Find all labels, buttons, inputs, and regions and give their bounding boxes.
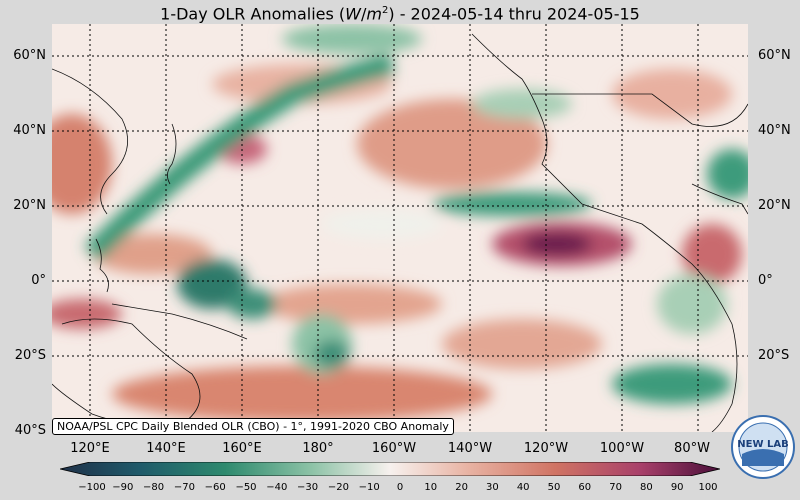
lat-label-left: 40°S — [14, 423, 46, 438]
colorbar-tick-label: 50 — [547, 482, 561, 493]
lat-label-right: 20°S — [758, 348, 790, 363]
lon-label: 140°W — [447, 441, 493, 456]
colorbar-tick-label: −70 — [173, 482, 195, 493]
lon-label: 140°E — [146, 441, 186, 456]
colorbar-tick-label: −50 — [235, 482, 257, 493]
olr-anomaly-map — [52, 24, 748, 432]
lon-label: 100°W — [599, 441, 645, 456]
lat-label-left: 20°N — [13, 198, 46, 213]
noaa-lab-logo: NEW LAB — [731, 415, 795, 479]
colorbar — [60, 462, 720, 476]
colorbar-tick-label: −90 — [112, 482, 134, 493]
lon-label: 160°W — [371, 441, 417, 456]
graticule — [52, 24, 748, 432]
colorbar-tick-label: 20 — [455, 482, 468, 493]
colorbar-tick-label: −80 — [143, 482, 165, 493]
colorbar-tick-label: −30 — [297, 482, 319, 493]
colorbar-tick-label: 80 — [640, 482, 653, 493]
colorbar-tick-label: 10 — [424, 482, 438, 493]
lat-label-right: 20°N — [758, 198, 791, 213]
colorbar-tick-label: 40 — [516, 482, 530, 493]
data-source-credit: NOAA/PSL CPC Daily Blended OLR (CBO) - 1… — [52, 418, 454, 435]
colorbar-tick-label: −100 — [78, 482, 106, 493]
lat-label-right: 60°N — [758, 48, 791, 63]
map-title: 1-Day OLR Anomalies (W/m2) - 2024-05-14 … — [160, 4, 640, 24]
lat-label-right: 0° — [758, 273, 773, 288]
logo-text: NEW LAB — [737, 439, 788, 450]
lon-label: 160°E — [222, 441, 262, 456]
lon-label: 180° — [302, 441, 334, 456]
colorbar-tick-label: 90 — [670, 482, 684, 493]
lon-label: 120°E — [70, 441, 110, 456]
lat-label-left: 0° — [31, 273, 46, 288]
colorbar-tick-label: 30 — [486, 482, 499, 493]
colorbar-tick-label: 0 — [396, 482, 404, 493]
colorbar-tick-label: 60 — [578, 482, 592, 493]
colorbar-tick-label: 100 — [698, 482, 718, 493]
lon-label: 120°W — [523, 441, 569, 456]
colorbar-tick-label: −40 — [266, 482, 288, 493]
colorbar-tick-label: −20 — [327, 482, 349, 493]
lat-label-left: 40°N — [13, 123, 46, 138]
lon-label: 80°W — [674, 441, 710, 456]
colorbar-tick-label: 70 — [609, 482, 622, 493]
lat-label-left: 60°N — [13, 48, 46, 63]
lat-label-left: 20°S — [14, 348, 46, 363]
colorbar-tick-label: −10 — [358, 482, 380, 493]
coastlines — [52, 33, 748, 432]
lat-label-right: 40°N — [758, 123, 791, 138]
colorbar-tick-label: −60 — [204, 482, 226, 493]
